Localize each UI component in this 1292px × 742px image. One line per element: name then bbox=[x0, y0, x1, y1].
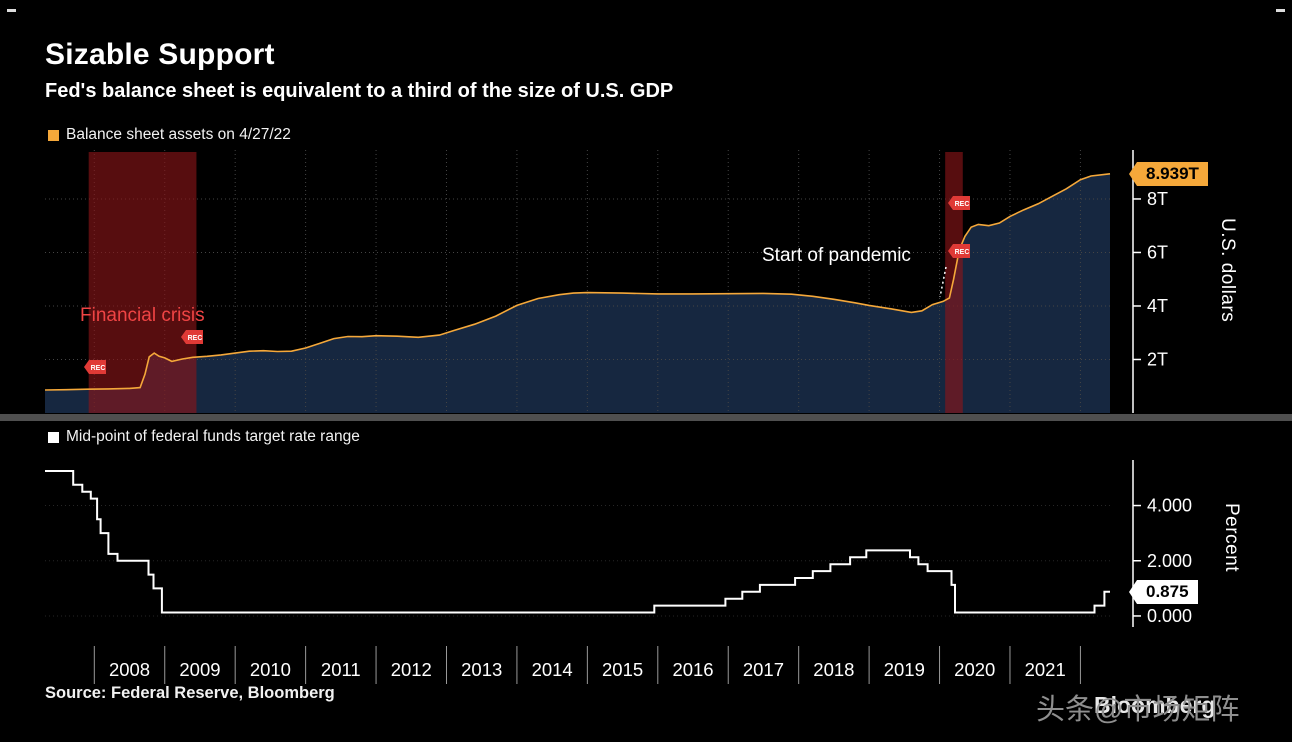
x-axis: 2008 2009 2010 2011 2012 2013 2014 2015 2016 2017… bbox=[93, 646, 1081, 684]
legend-fed-funds-label: Mid-point of federal funds target rate r… bbox=[66, 428, 360, 445]
svg-text:8T: 8T bbox=[1147, 189, 1168, 209]
svg-text:2018: 2018 bbox=[813, 659, 854, 680]
gridlines bbox=[45, 150, 1110, 412]
annotation-start-of-pandemic: Start of pandemic bbox=[762, 245, 911, 266]
source-line: Source: Federal Reserve, Bloomberg bbox=[45, 684, 335, 702]
last-value-badge-balance-sheet: 8.939T bbox=[1129, 162, 1208, 186]
svg-text:REC: REC bbox=[955, 201, 970, 208]
svg-text:2010: 2010 bbox=[250, 659, 291, 680]
legend-fed-funds: Mid-point of federal funds target rate r… bbox=[48, 428, 360, 446]
rec-marker-icon bbox=[84, 360, 106, 374]
page-title: Sizable Support bbox=[45, 38, 275, 71]
svg-text:2021: 2021 bbox=[1025, 659, 1066, 680]
svg-text:2020: 2020 bbox=[954, 659, 995, 680]
chart-separator bbox=[0, 414, 1292, 421]
svg-text:2008: 2008 bbox=[109, 659, 150, 680]
svg-text:2016: 2016 bbox=[672, 659, 713, 680]
svg-text:2.000: 2.000 bbox=[1147, 551, 1192, 571]
y-axis-title-top: U.S. dollars bbox=[1217, 218, 1238, 323]
balance-sheet-line bbox=[44, 173, 1111, 391]
rec-marker-icon bbox=[948, 196, 970, 210]
legend-swatch-white-icon bbox=[48, 431, 59, 443]
recession-band bbox=[945, 152, 963, 413]
bloomberg-logo: Bloomberg bbox=[1094, 692, 1216, 718]
pandemic-connector bbox=[939, 266, 947, 298]
rec-marker-icon bbox=[948, 244, 970, 258]
fed-funds-step-line bbox=[45, 470, 1110, 614]
legend-balance-sheet-label: Balance sheet assets on 4/27/22 bbox=[66, 126, 291, 143]
svg-text:2011: 2011 bbox=[321, 659, 361, 680]
svg-text:2017: 2017 bbox=[743, 659, 784, 680]
legend-swatch-orange-icon bbox=[48, 129, 59, 141]
y-axis-title-bottom: Percent bbox=[1221, 503, 1242, 572]
svg-text:2009: 2009 bbox=[179, 659, 220, 680]
page-subtitle: Fed's balance sheet is equivalent to a t… bbox=[45, 80, 674, 102]
fed-funds-chart bbox=[45, 470, 1110, 617]
svg-text:2012: 2012 bbox=[391, 659, 432, 680]
svg-text:6T: 6T bbox=[1147, 242, 1168, 262]
last-value-badge-fed-funds: 0.875 bbox=[1129, 580, 1198, 604]
legend-balance-sheet: Balance sheet assets on 4/27/22 bbox=[48, 126, 291, 144]
corner-mark bbox=[1276, 9, 1285, 12]
svg-text:2019: 2019 bbox=[884, 659, 925, 680]
rec-marker-icon bbox=[181, 330, 203, 344]
svg-text:REC: REC bbox=[955, 249, 970, 256]
svg-text:0.000: 0.000 bbox=[1147, 606, 1192, 626]
y-axis-bottom: 0.000 2.000 4.000 bbox=[1132, 460, 1192, 627]
svg-text:2T: 2T bbox=[1147, 349, 1168, 369]
recession-band bbox=[88, 152, 197, 413]
svg-text:2014: 2014 bbox=[532, 659, 573, 680]
rec-markers: REC REC REC REC bbox=[84, 196, 970, 374]
annotation-financial-crisis: Financial crisis bbox=[80, 305, 205, 326]
y-axis-top: 2T 4T 6T 8T bbox=[1132, 150, 1168, 413]
svg-text:REC: REC bbox=[188, 335, 203, 342]
watermark-overlay: 头条@市场矩阵 bbox=[1036, 694, 1240, 726]
balance-sheet-chart: REC REC REC REC bbox=[44, 150, 1111, 413]
svg-text:4.000: 4.000 bbox=[1147, 496, 1192, 516]
svg-text:REC: REC bbox=[91, 365, 106, 372]
svg-text:2015: 2015 bbox=[602, 659, 643, 680]
svg-text:4T: 4T bbox=[1147, 296, 1168, 316]
svg-text:2013: 2013 bbox=[461, 659, 502, 680]
corner-mark bbox=[7, 9, 16, 12]
